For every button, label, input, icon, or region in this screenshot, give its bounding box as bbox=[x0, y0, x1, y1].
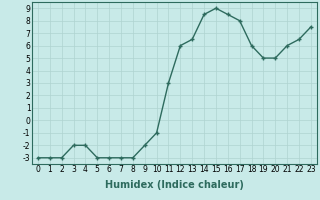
X-axis label: Humidex (Indice chaleur): Humidex (Indice chaleur) bbox=[105, 180, 244, 190]
